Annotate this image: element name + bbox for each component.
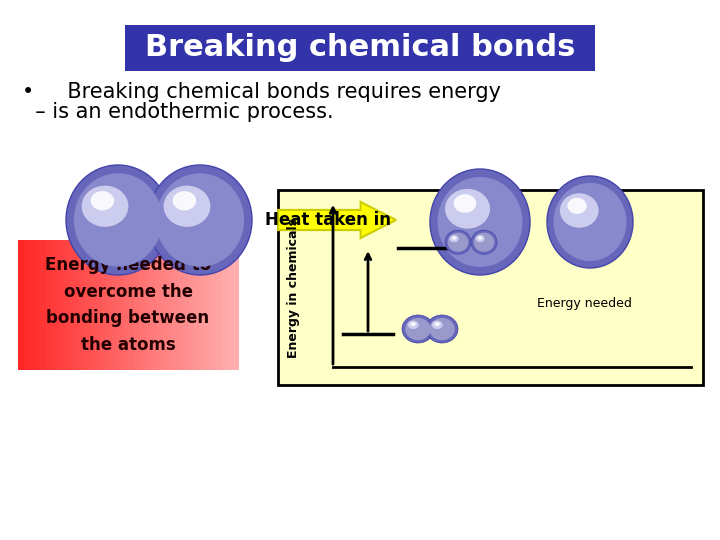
Text: Energy in chemicals: Energy in chemicals (287, 218, 300, 357)
Bar (73, 240, 79, 370)
Bar (233, 240, 239, 370)
Bar (106, 240, 112, 370)
Text: Breaking chemical bonds: Breaking chemical bonds (145, 33, 575, 63)
Bar (45, 240, 52, 370)
Ellipse shape (478, 237, 482, 240)
Bar (178, 240, 184, 370)
Ellipse shape (471, 230, 497, 254)
Text: Energy needed to
overcome the
bonding between
the atoms: Energy needed to overcome the bonding be… (45, 256, 211, 354)
Bar (117, 240, 124, 370)
Ellipse shape (408, 321, 419, 329)
Ellipse shape (405, 318, 431, 340)
Ellipse shape (474, 233, 495, 252)
Ellipse shape (452, 237, 456, 240)
Ellipse shape (431, 321, 443, 329)
Bar (40, 240, 47, 370)
Bar (95, 240, 102, 370)
Bar (89, 240, 96, 370)
Bar (125, 25, 595, 71)
Ellipse shape (156, 173, 244, 267)
Bar (29, 240, 35, 370)
Ellipse shape (74, 173, 162, 267)
Bar (139, 240, 145, 370)
Ellipse shape (567, 198, 587, 214)
Ellipse shape (410, 322, 416, 326)
Bar (172, 240, 179, 370)
Bar (210, 240, 217, 370)
Bar (199, 240, 206, 370)
Text: – is an endothermic process.: – is an endothermic process. (22, 102, 333, 122)
Ellipse shape (454, 194, 476, 213)
Bar (101, 240, 107, 370)
Ellipse shape (148, 165, 252, 275)
Ellipse shape (91, 191, 114, 211)
Ellipse shape (173, 191, 196, 211)
Bar (183, 240, 189, 370)
Bar (194, 240, 200, 370)
Ellipse shape (554, 183, 626, 261)
Bar (56, 240, 63, 370)
Bar (62, 240, 68, 370)
Ellipse shape (547, 176, 633, 268)
Bar (35, 240, 41, 370)
Bar (216, 240, 222, 370)
Bar (222, 240, 228, 370)
Ellipse shape (81, 186, 128, 227)
Ellipse shape (66, 165, 170, 275)
Text: •     Breaking chemical bonds requires energy: • Breaking chemical bonds requires energ… (22, 82, 501, 102)
Ellipse shape (475, 235, 485, 242)
Text: Energy needed: Energy needed (536, 296, 631, 309)
Bar (189, 240, 195, 370)
Bar (150, 240, 156, 370)
Bar (68, 240, 74, 370)
Bar (278, 190, 703, 385)
Ellipse shape (429, 318, 455, 340)
Ellipse shape (402, 315, 434, 343)
Ellipse shape (448, 233, 469, 252)
Bar (112, 240, 118, 370)
Polygon shape (278, 202, 396, 238)
Text: Heat taken in: Heat taken in (264, 211, 390, 229)
Ellipse shape (434, 322, 440, 326)
Ellipse shape (426, 315, 458, 343)
Bar (227, 240, 233, 370)
Bar (51, 240, 58, 370)
Bar (128, 240, 135, 370)
Bar (145, 240, 151, 370)
Bar (205, 240, 212, 370)
Ellipse shape (560, 193, 598, 228)
Bar (122, 240, 129, 370)
Bar (156, 240, 162, 370)
Bar (84, 240, 91, 370)
Ellipse shape (430, 169, 530, 275)
Bar (18, 240, 24, 370)
Bar (24, 240, 30, 370)
Ellipse shape (445, 189, 490, 228)
Ellipse shape (445, 230, 471, 254)
Bar (78, 240, 85, 370)
Bar (161, 240, 168, 370)
Ellipse shape (438, 177, 523, 267)
Ellipse shape (449, 235, 459, 242)
Bar (133, 240, 140, 370)
Ellipse shape (163, 186, 210, 227)
Bar (166, 240, 173, 370)
